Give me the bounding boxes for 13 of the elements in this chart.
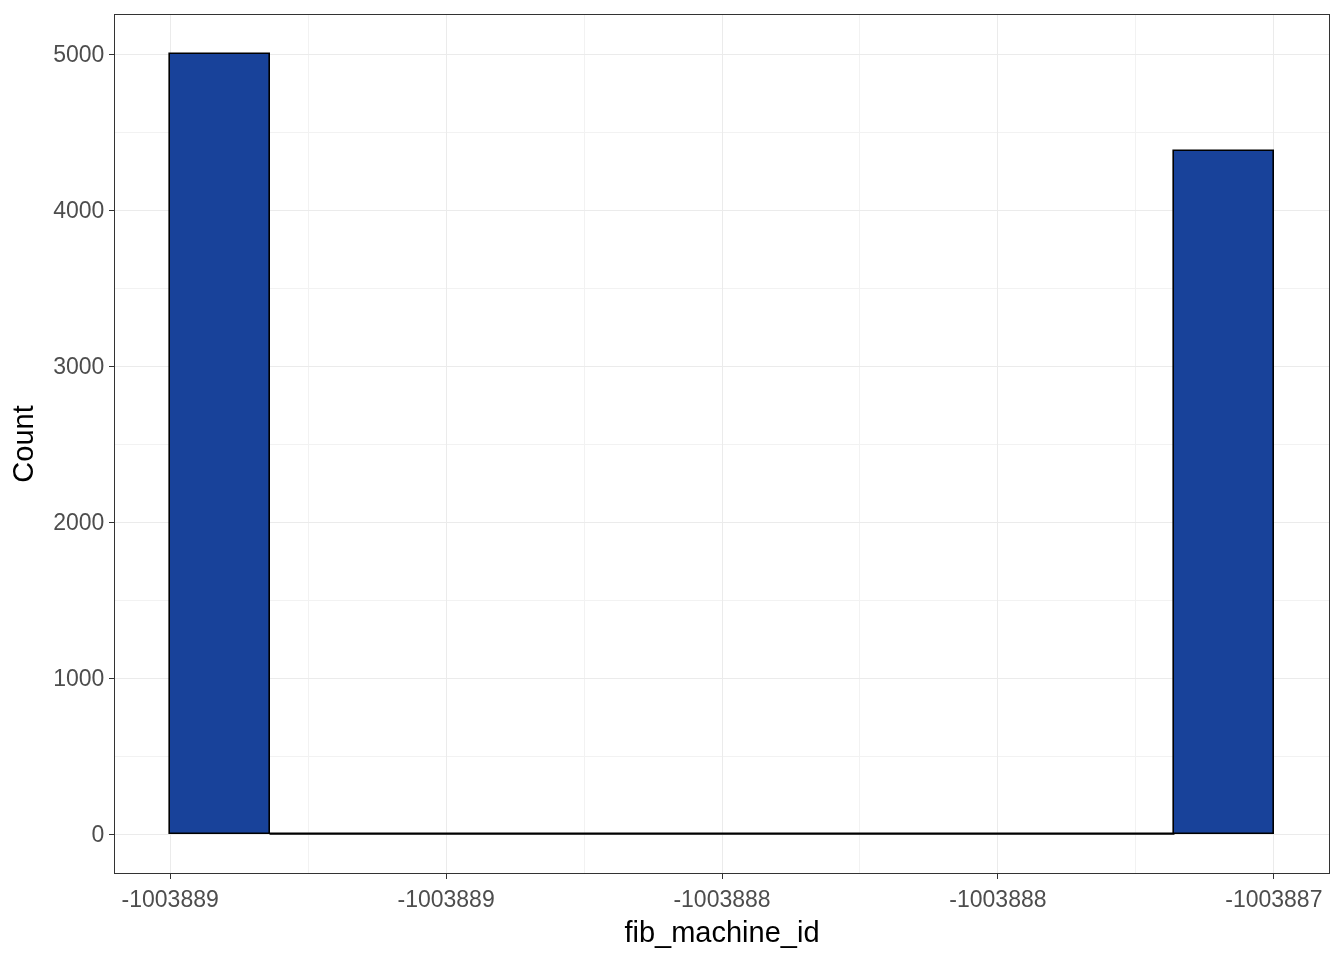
y-tick-label: 0 <box>91 821 105 848</box>
y-tick-label: 5000 <box>53 41 105 68</box>
x-axis-title: fib_machine_id <box>624 915 820 948</box>
y-tick-label: 2000 <box>53 509 105 536</box>
y-tick-label: 3000 <box>53 353 105 380</box>
x-tick-label: -1003888 <box>949 885 1047 912</box>
x-tick-label: -1003888 <box>673 885 771 912</box>
y-tick-label: 4000 <box>53 197 105 224</box>
y-tick-label: 1000 <box>53 665 105 692</box>
x-tick-label: -1003889 <box>397 885 495 912</box>
x-tick-label: -1003887 <box>1225 885 1323 912</box>
y-axis-title: Count <box>7 405 40 483</box>
x-tick-label: -1003889 <box>121 885 219 912</box>
